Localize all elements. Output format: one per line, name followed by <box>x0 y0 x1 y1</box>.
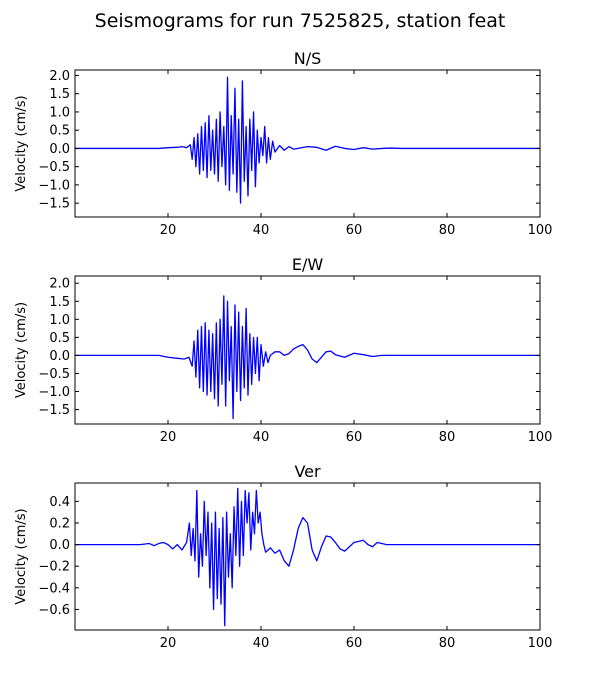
x-tick-label-ns: 100 <box>528 223 553 238</box>
y-tick-label-ew: 1.5 <box>49 295 70 310</box>
panel-title-ver: Ver <box>294 462 321 481</box>
y-tick-label-ver: −0.4 <box>38 581 70 596</box>
x-tick-label-ew: 40 <box>253 430 270 445</box>
x-tick-label-ns: 80 <box>439 223 456 238</box>
x-tick-label-ew: 20 <box>160 430 177 445</box>
y-tick-label-ver: −0.6 <box>38 603 70 618</box>
y-tick-label-ns: −1.5 <box>38 197 70 212</box>
x-tick-label-ns: 40 <box>253 223 270 238</box>
y-tick-label-ew: 1.0 <box>49 313 70 328</box>
x-tick-label-ew: 60 <box>346 430 363 445</box>
y-axis-label-ns: Velocity (cm/s) <box>14 95 29 191</box>
y-tick-label-ver: −0.2 <box>38 560 70 575</box>
x-tick-label-ew: 80 <box>439 430 456 445</box>
seismogram-trace-ew <box>75 295 540 420</box>
y-tick-label-ew: 0.5 <box>49 331 70 346</box>
y-tick-label-ns: 1.0 <box>49 105 70 120</box>
x-tick-label-ew: 100 <box>528 430 553 445</box>
y-tick-label-ns: −1.0 <box>38 178 70 193</box>
y-tick-label-ns: 2.0 <box>49 69 70 84</box>
y-tick-label-ew: 2.0 <box>49 277 70 292</box>
panel-ns: N/S Velocity (cm/s) 20 40 60 80 100 −1.5 −1.0 −0.… <box>14 49 552 238</box>
y-axis-label-ver: Velocity (cm/s) <box>14 508 29 604</box>
y-tick-label-ver: 0.2 <box>49 516 70 531</box>
panel-title-ew: E/W <box>292 255 324 274</box>
y-tick-label-ns: 1.5 <box>49 87 70 102</box>
panel-title-ns: N/S <box>294 49 322 68</box>
x-tick-label-ver: 100 <box>528 636 553 651</box>
y-tick-label-ew: −0.5 <box>38 367 70 382</box>
plot-frame-ver <box>74 482 541 631</box>
panel-ew: E/W Velocity (cm/s) 20 40 60 80 100 −1.5 −1.0 −0.… <box>14 255 552 445</box>
y-tick-label-ew: −1.5 <box>38 403 70 418</box>
x-tick-label-ns: 60 <box>346 223 363 238</box>
y-tick-label-ver: 0.0 <box>49 538 70 553</box>
x-tick-label-ver: 60 <box>346 636 363 651</box>
panel-ver: Ver Velocity (cm/s) 20 40 60 80 100 −0.6 −0.4 −0.… <box>14 462 552 651</box>
seismogram-trace-ns <box>75 76 540 204</box>
y-axis-label-ew: Velocity (cm/s) <box>14 302 29 398</box>
x-tick-label-ver: 80 <box>439 636 456 651</box>
plot-frame-ns <box>74 69 541 218</box>
y-tick-label-ns: 0.5 <box>49 124 70 139</box>
y-tick-label-ns: −0.5 <box>38 160 70 175</box>
seismogram-trace-ver <box>75 487 540 627</box>
x-tick-label-ns: 20 <box>160 223 177 238</box>
y-tick-label-ns: 0.0 <box>49 142 70 157</box>
y-tick-label-ew: 0.0 <box>49 349 70 364</box>
x-tick-label-ver: 20 <box>160 636 177 651</box>
plot-frame-ew <box>74 275 541 425</box>
x-tick-label-ver: 40 <box>253 636 270 651</box>
y-tick-label-ew: −1.0 <box>38 385 70 400</box>
y-tick-label-ver: 0.4 <box>49 495 70 510</box>
figure-title: Seismograms for run 7525825, station fea… <box>94 10 506 32</box>
